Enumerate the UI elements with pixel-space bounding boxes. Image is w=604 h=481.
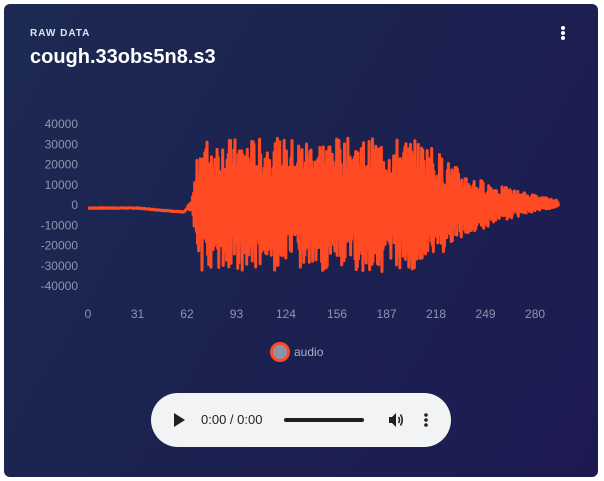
vertical-dots-icon (561, 26, 565, 40)
x-tick-label: 218 (426, 307, 446, 321)
legend-marker (270, 342, 290, 362)
x-tick-label: 31 (131, 307, 145, 321)
page-title: cough.33obs5n8.s3 (30, 46, 216, 68)
x-tick-label: 156 (327, 307, 347, 321)
play-icon (174, 413, 185, 427)
y-tick-label: 30000 (45, 137, 79, 151)
x-tick-label: 0 (85, 307, 92, 321)
volume-button[interactable] (387, 411, 405, 429)
x-tick-label: 62 (180, 307, 194, 321)
y-tick-label: -40000 (41, 279, 79, 293)
y-tick-label: -30000 (41, 259, 79, 273)
player-options-button[interactable] (423, 411, 429, 429)
seek-slider[interactable] (284, 418, 364, 422)
section-label: RAW DATA (30, 28, 91, 39)
x-tick-label: 280 (525, 307, 545, 321)
x-tick-label: 124 (276, 307, 296, 321)
more-options-button[interactable] (556, 24, 570, 42)
raw-data-card: RAW DATA cough.33obs5n8.s3 40000 30000 200… (4, 4, 598, 477)
y-tick-label: 40000 (45, 117, 79, 131)
x-tick-label: 187 (377, 307, 397, 321)
y-tick-label: 10000 (45, 178, 79, 192)
y-tick-label: -10000 (41, 218, 79, 232)
x-tick-label: 249 (476, 307, 496, 321)
y-tick-label: 0 (71, 198, 78, 212)
series-line-audio (87, 136, 560, 273)
vertical-dots-icon (424, 413, 428, 427)
play-button[interactable] (171, 412, 187, 428)
time-display: 0:00 / 0:00 (201, 412, 263, 427)
volume-icon (389, 413, 404, 427)
legend-label: audio (294, 345, 324, 359)
y-tick-label: 20000 (45, 158, 79, 172)
legend-item-audio[interactable]: audio (270, 342, 323, 362)
audio-player: 0:00 / 0:00 (151, 393, 451, 447)
waveform-chart: 40000 30000 20000 10000 0 -10000 -20000 -30000 -… (41, 117, 560, 321)
y-tick-label: -20000 (41, 239, 79, 253)
x-tick-label: 93 (230, 307, 244, 321)
